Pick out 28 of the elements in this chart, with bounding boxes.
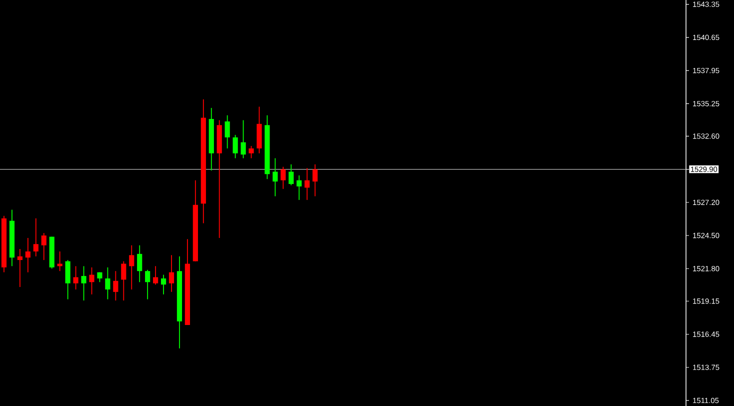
candlestick [272,158,278,197]
candlestick [137,244,142,283]
candlestick [57,251,62,272]
candlestick [121,260,126,301]
candlestick [224,114,230,149]
candlestick [105,266,110,300]
candlestick [152,266,158,286]
candlestick [65,260,70,300]
candlestick [89,266,94,295]
candlestick [113,270,118,301]
candlestick [312,164,318,197]
candlestick [41,232,46,260]
candlestick [240,120,246,159]
candlestick [25,238,30,273]
candlestick [296,174,302,200]
candlestick [288,164,294,186]
candlestick [232,134,238,159]
candlestick [168,254,174,292]
candlestick [129,244,134,290]
candlestick [304,168,310,200]
candlestick [160,274,166,295]
candlestick [33,218,38,257]
candlestick [81,266,86,301]
candlestick [280,166,286,190]
candlestick [248,146,254,159]
candlestick [17,248,22,288]
candlestick [145,269,150,300]
candlestick [73,266,78,290]
